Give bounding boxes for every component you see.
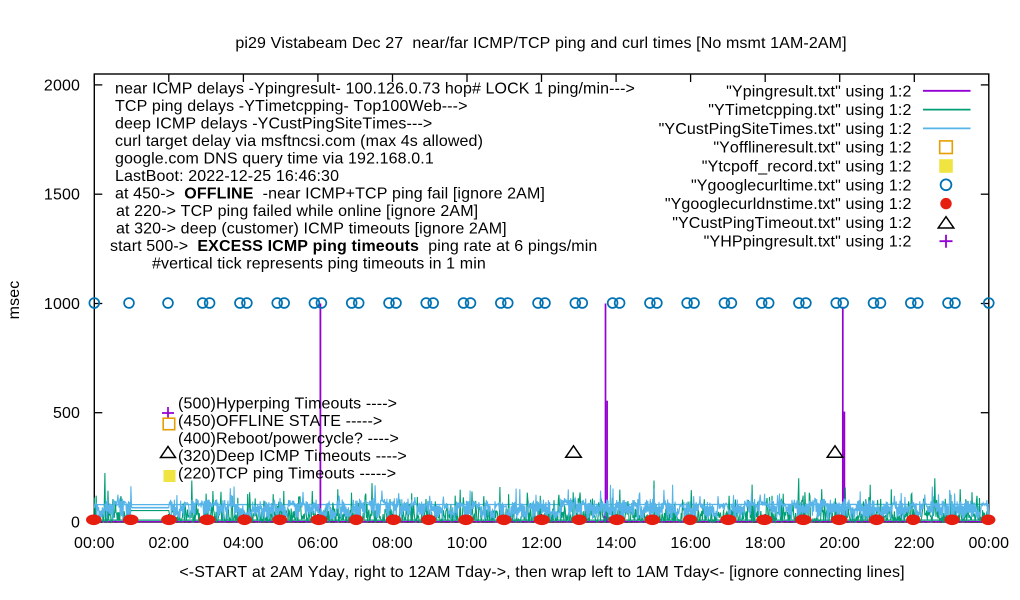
svg-text:at 320-> deep (customer) ICMP: at 320-> deep (customer) ICMP timeouts [… — [116, 221, 507, 238]
svg-text:08:00: 08:00 — [372, 535, 413, 552]
svg-text:at 450-> OFFLINE -near ICMP+: at 450-> OFFLINE -near ICMP+TCP ping fai… — [115, 186, 545, 203]
svg-text:04:00: 04:00 — [223, 535, 264, 552]
svg-text:(500)Hyperping Timeouts ---->: (500)Hyperping Timeouts ----> — [178, 395, 397, 412]
svg-text:(220)TCP ping Timeouts ----->: (220)TCP ping Timeouts -----> — [178, 465, 396, 482]
svg-text:500: 500 — [53, 405, 80, 422]
svg-text:near ICMP delays -Ypingresult-: near ICMP delays -Ypingresult- 100.126.0… — [115, 81, 635, 98]
svg-text:TCP ping delays -YTimetcpping-: TCP ping delays -YTimetcpping- Top100Web… — [115, 98, 468, 115]
svg-text:msec: msec — [6, 281, 23, 320]
svg-text:"Ygooglecurldnstime.txt" using: "Ygooglecurldnstime.txt" using 1:2 — [665, 196, 912, 213]
svg-text:20:00: 20:00 — [819, 535, 860, 552]
svg-text:at 220-> TCP ping failed while: at 220-> TCP ping failed while online [i… — [116, 203, 478, 220]
svg-text:(400)Reboot/powercycle? ---->: (400)Reboot/powercycle? ----> — [178, 430, 399, 447]
svg-text:<-START at 2AM Yday, right to: <-START at 2AM Yday, right to 12AM Tday-… — [179, 564, 904, 581]
svg-text:18:00: 18:00 — [745, 535, 786, 552]
svg-text:22:00: 22:00 — [894, 535, 935, 552]
svg-text:02:00: 02:00 — [149, 535, 190, 552]
svg-text:14:00: 14:00 — [596, 535, 637, 552]
svg-text:pi29 Vistabeam Dec 27 near/fa: pi29 Vistabeam Dec 27 near/far ICMP/TCP … — [235, 35, 846, 52]
svg-text:(450)OFFLINE STATE ----->: (450)OFFLINE STATE -----> — [178, 413, 382, 430]
svg-text:10:00: 10:00 — [447, 535, 488, 552]
svg-text:00:00: 00:00 — [74, 535, 115, 552]
svg-text:start 500-> EXCESS ICMP ping: start 500-> EXCESS ICMP ping timeouts pi… — [110, 238, 597, 255]
svg-text:12:00: 12:00 — [521, 535, 562, 552]
svg-text:"YCustPingTimeout.txt" using 1: "YCustPingTimeout.txt" using 1:2 — [672, 215, 911, 232]
svg-text:"Ytcpoff_record.txt" using 1:2: "Ytcpoff_record.txt" using 1:2 — [702, 159, 912, 176]
svg-text:1500: 1500 — [44, 187, 80, 204]
svg-text:LastBoot: 2022-12-25 16:46:30: LastBoot: 2022-12-25 16:46:30 — [115, 168, 339, 185]
svg-text:0: 0 — [71, 515, 80, 532]
svg-text:16:00: 16:00 — [670, 535, 711, 552]
svg-text:google.com DNS query time via: google.com DNS query time via 192.168.0.… — [115, 151, 434, 168]
svg-text:"Ygooglecurltime.txt" using 1:: "Ygooglecurltime.txt" using 1:2 — [691, 177, 912, 194]
svg-text:"YTimetcpping.txt" using 1:2: "YTimetcpping.txt" using 1:2 — [708, 102, 911, 119]
svg-text:"YCustPingSiteTimes.txt" using: "YCustPingSiteTimes.txt" using 1:2 — [659, 121, 912, 138]
svg-text:(320)Deep ICMP Timeouts ---->: (320)Deep ICMP Timeouts ----> — [178, 448, 407, 465]
svg-text:"Yofflineresult.txt" using 1:2: "Yofflineresult.txt" using 1:2 — [713, 140, 911, 157]
svg-text:deep ICMP delays -YCustPingSit: deep ICMP delays -YCustPingSiteTimes---> — [115, 116, 432, 133]
svg-text:"YHPpingresult.txt" using 1:2: "YHPpingresult.txt" using 1:2 — [704, 234, 912, 251]
svg-text:"Ypingresult.txt" using 1:2: "Ypingresult.txt" using 1:2 — [726, 83, 911, 100]
svg-text:#vertical tick represents ping: #vertical tick represents ping timeouts … — [152, 256, 486, 273]
svg-text:2000: 2000 — [44, 77, 80, 94]
svg-text:00:00: 00:00 — [968, 535, 1009, 552]
svg-text:curl target delay via msftncsi: curl target delay via msftncsi.com (max … — [115, 133, 483, 150]
svg-text:06:00: 06:00 — [298, 535, 339, 552]
svg-text:1000: 1000 — [44, 296, 80, 313]
